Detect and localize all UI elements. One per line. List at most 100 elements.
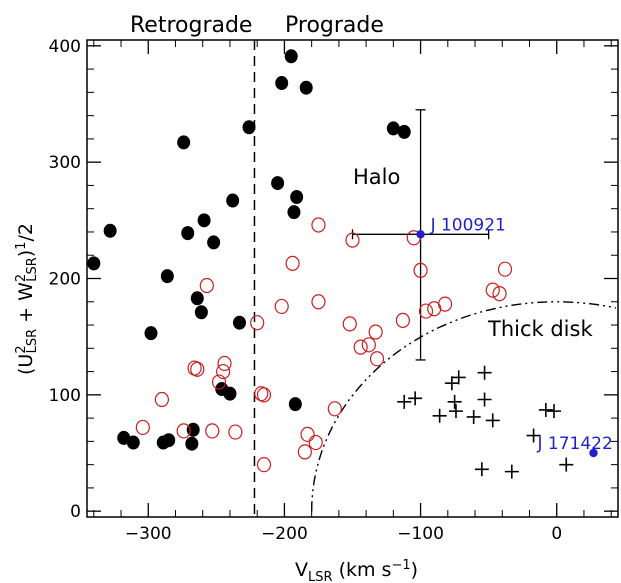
filled-circle-point (271, 176, 285, 191)
plus-point (408, 391, 423, 406)
open-circle-point (205, 423, 220, 439)
open-circle-point (327, 401, 342, 417)
prograde-label: Prograde (285, 13, 384, 38)
retrograde-label: Retrograde (130, 13, 252, 38)
open-circle-point (395, 312, 410, 328)
open-circle-point (274, 298, 289, 315)
filled-circle-point (197, 213, 211, 228)
open-circle-point (199, 277, 214, 294)
open-circle-point (250, 315, 265, 331)
open-circle-point (217, 355, 232, 372)
filled-circle-point (190, 291, 204, 306)
open-circle-point (256, 387, 272, 403)
plus-point (444, 376, 459, 391)
filled-circle-point (290, 190, 304, 205)
open-circle-point (368, 324, 383, 340)
filled-circle-point (181, 226, 195, 241)
x-axis-title: VLSR (km s−1) (295, 558, 418, 583)
open-circle-point (345, 232, 360, 248)
plus-point (397, 394, 412, 409)
highlight-point (589, 448, 598, 458)
filled-circle-point (126, 435, 140, 450)
filled-circle-point (162, 433, 176, 448)
open-circle-point (176, 423, 191, 439)
open-circle-point (485, 282, 500, 298)
x-tick-label: 0 (551, 524, 562, 544)
filled-circle-point (194, 305, 208, 320)
plus-point (448, 404, 463, 419)
plus-point (526, 428, 541, 443)
highlight-point (416, 230, 425, 239)
y-tick-label: 400 (49, 37, 81, 57)
plus-point (447, 394, 462, 409)
open-circle-point (308, 434, 323, 451)
open-circle-point (311, 217, 326, 233)
filled-circle-point (177, 135, 191, 150)
filled-circle-point (299, 80, 313, 95)
plus-point (477, 365, 492, 380)
x-tick-label: −200 (261, 524, 308, 544)
open-circle-point (154, 391, 169, 408)
filled-circle-point (288, 397, 302, 412)
plus-point (451, 370, 466, 385)
plus-point (432, 408, 447, 423)
open-circle-point (216, 363, 231, 380)
plus-point (538, 402, 553, 417)
plus-point (547, 404, 562, 419)
open-circle-point (285, 255, 300, 271)
open-circle-point (369, 351, 385, 367)
open-circle-point (437, 296, 453, 312)
y-tick-label: 100 (49, 386, 81, 406)
filled-circle-point (287, 205, 301, 220)
data-marks (87, 40, 617, 517)
open-circle-point (190, 361, 205, 377)
thick-disk-boundary (311, 301, 617, 512)
filled-circle-point (87, 256, 101, 271)
filled-circle-point (207, 235, 221, 250)
open-circle-point (497, 261, 513, 277)
plus-point (474, 462, 489, 477)
plus-point (559, 457, 574, 472)
open-circle-point (418, 303, 434, 319)
point-label: J 171422 (536, 434, 612, 454)
filled-circle-point (232, 315, 246, 330)
open-circle-point (353, 339, 368, 355)
open-circle-point (413, 262, 428, 278)
filled-circle-point (185, 436, 199, 451)
x-tick-label: −300 (125, 524, 172, 544)
open-circle-point (135, 419, 150, 436)
plus-point (504, 464, 519, 479)
open-circle-point (211, 374, 227, 390)
y-axis-title: (U2LSR + W2LSR)1/2 (14, 223, 40, 375)
thick-disk-label: Thick disk (487, 317, 593, 341)
y-tick-label: 0 (70, 502, 81, 522)
open-circle-point (342, 316, 357, 332)
filled-circle-point (226, 193, 240, 208)
filled-circle-point (397, 124, 411, 139)
filled-circle-point (160, 269, 174, 284)
open-circle-point (361, 337, 376, 353)
filled-circle-point (223, 386, 237, 401)
halo-label: Halo (353, 165, 400, 189)
filled-circle-point (242, 120, 256, 135)
filled-circle-point (284, 49, 298, 64)
plus-point (485, 413, 500, 428)
y-tick-label: 200 (49, 270, 81, 290)
filled-circle-point (386, 121, 400, 136)
y-tick-label: 300 (49, 153, 81, 173)
open-circle-point (300, 426, 315, 442)
open-circle-point (256, 457, 272, 473)
filled-circle-point (275, 76, 289, 91)
open-circle-point (297, 444, 312, 460)
filled-circle-point (144, 326, 158, 341)
annotations: Retrograde Prograde Halo Thick disk J 10… (130, 13, 613, 454)
plus-point (466, 409, 481, 424)
x-tick-label: −100 (397, 524, 444, 544)
open-circle-point (311, 294, 326, 310)
plus-point (477, 392, 492, 407)
axes: −300 −200 −100 0 0 100 200 300 400 (49, 37, 618, 544)
point-label: J 100921 (430, 215, 506, 235)
filled-circle-point (103, 223, 117, 238)
open-circle-point (492, 286, 507, 302)
